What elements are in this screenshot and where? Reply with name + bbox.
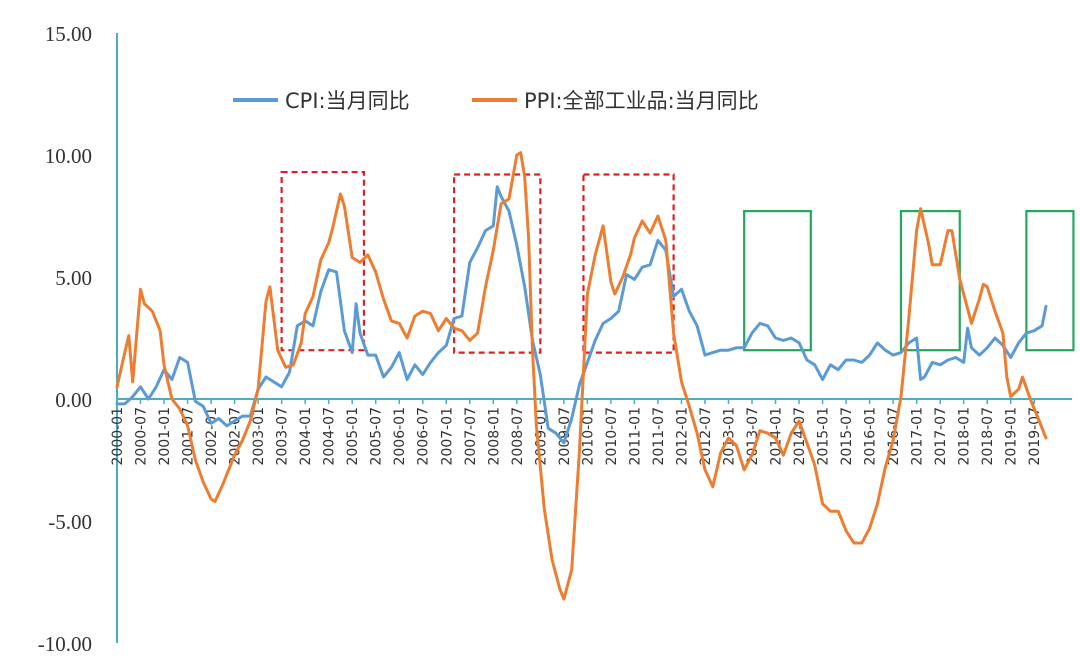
x-tick-label: 2008-01 [486, 407, 502, 466]
x-tick-label: 2000-01 [110, 407, 126, 466]
x-tick-label: 2015-01 [816, 407, 832, 466]
x-tick-label: 2008-07 [510, 407, 526, 466]
x-tick-label: 2017-07 [933, 407, 949, 466]
y-tick-label: 0.00 [55, 388, 92, 412]
x-tick-label: 2010-07 [604, 407, 620, 466]
y-tick-label: -5.00 [48, 510, 92, 534]
x-tick-label: 2012-01 [674, 407, 690, 466]
x-tick-label: 2000-07 [134, 407, 150, 466]
ppi-line [115, 151, 1048, 601]
x-tick-label: 2011-01 [627, 407, 643, 466]
x-tick-label: 2019-07 [1027, 407, 1043, 466]
x-tick-label: 2005-07 [369, 407, 385, 466]
x-tick-label: 2018-01 [957, 407, 973, 466]
x-tick-label: 2018-07 [980, 407, 996, 466]
x-tick-label: 2006-07 [416, 407, 432, 466]
red-dashed-box-1 [280, 170, 366, 352]
x-axis-ticks: 2000-01 2000-07 2001-01 2001-07 2002-01 2002-… [110, 399, 1043, 466]
y-tick-label: 15.00 [45, 22, 92, 46]
x-tick-label: 2004-01 [298, 407, 314, 466]
x-tick-label: 2005-01 [345, 407, 361, 466]
x-tick-label: 2011-07 [651, 407, 667, 466]
y-tick-label: 10.00 [45, 144, 92, 168]
x-tick-label: 2006-01 [392, 407, 408, 466]
x-tick-label: 2003-01 [251, 407, 267, 466]
y-tick-label: 5.00 [55, 266, 92, 290]
legend: CPI:当月同比 PPI:全部工业品:当月同比 [233, 89, 759, 113]
legend-label-cpi: CPI:当月同比 [285, 89, 410, 113]
x-tick-label: 2015-07 [839, 407, 855, 466]
series-lines [115, 151, 1048, 601]
x-tick-label: 2013-01 [721, 407, 737, 466]
red-dashed-box-3 [582, 173, 675, 354]
x-tick-label: 2010-01 [580, 407, 596, 466]
green-box-4 [743, 210, 812, 352]
y-axis-ticks: 15.00 10.00 5.00 0.00 -5.00 -10.00 [38, 22, 92, 656]
x-tick-label: 2003-07 [275, 407, 291, 466]
x-tick-label: 2017-01 [910, 407, 926, 466]
x-tick-label: 2007-07 [463, 407, 479, 466]
x-tick-label: 2013-07 [745, 407, 761, 466]
legend-label-ppi: PPI:全部工业品:当月同比 [524, 89, 759, 113]
x-tick-label: 2014-07 [792, 407, 808, 466]
x-tick-label: 2007-01 [439, 407, 455, 466]
axes [116, 33, 1072, 643]
red-dashed-box-2 [453, 173, 542, 354]
x-tick-label: 2004-07 [322, 407, 338, 466]
green-box-6 [1025, 210, 1075, 352]
x-tick-label: 2001-01 [157, 407, 173, 466]
x-tick-label: 2016-01 [863, 407, 879, 466]
y-tick-label: -10.00 [38, 632, 92, 656]
x-tick-label: 2012-07 [698, 407, 714, 466]
x-tick-label: 2019-01 [1004, 407, 1020, 466]
